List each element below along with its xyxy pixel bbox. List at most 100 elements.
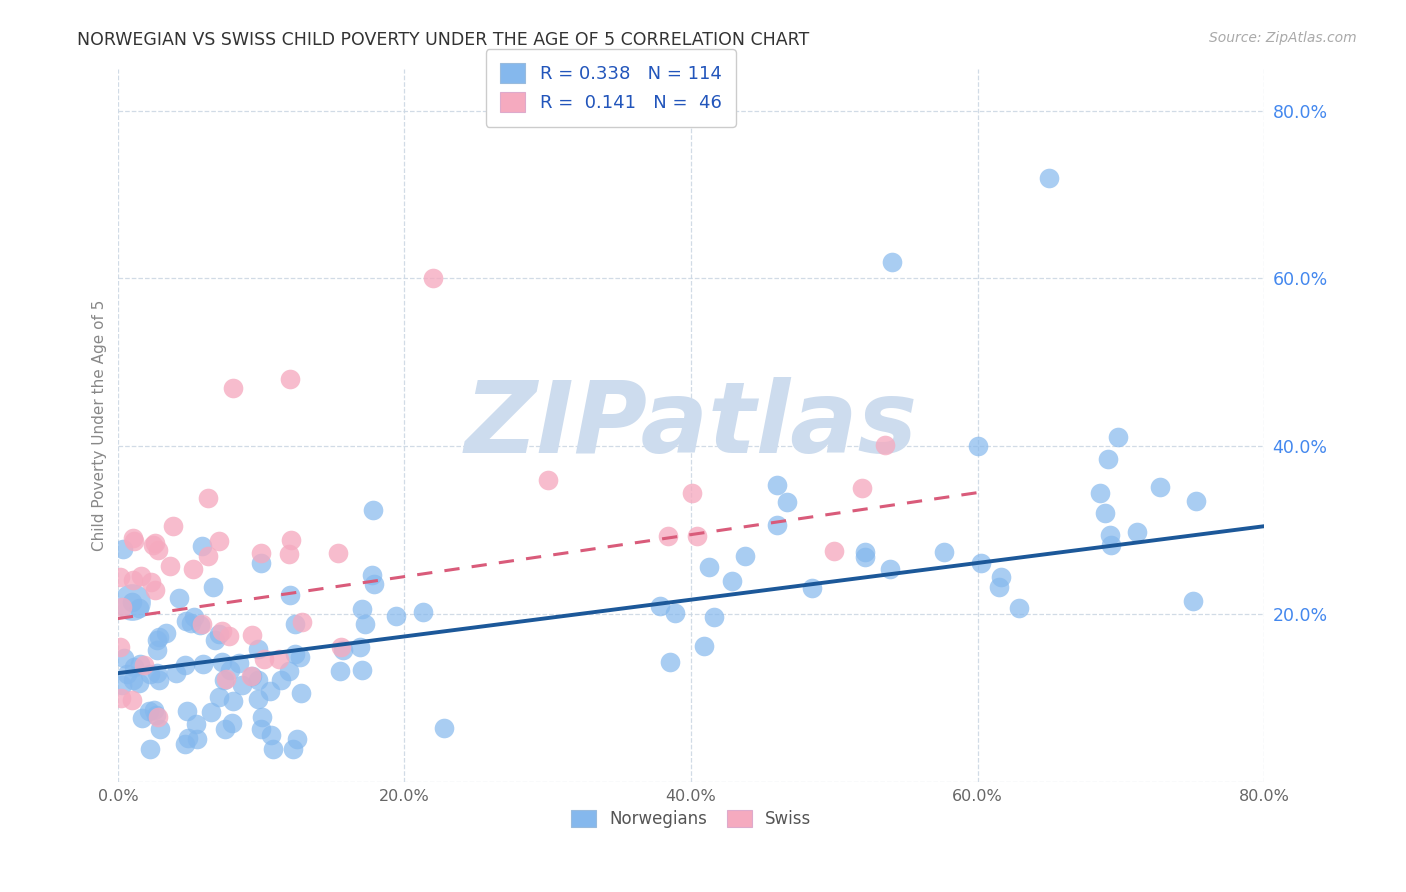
Point [115, 667, 138, 681]
Point [697, 560, 720, 574]
Point [222, 694, 245, 708]
Point [129, 568, 152, 582]
Point [139, 666, 162, 681]
Point [681, 486, 703, 500]
Point [1097, 452, 1119, 467]
Point [280, 533, 302, 547]
Point [218, 629, 240, 643]
Point [1181, 594, 1204, 608]
Point [128, 601, 150, 615]
Point [211, 655, 233, 669]
Point [128, 675, 150, 690]
Point [139, 741, 162, 756]
Point [121, 673, 143, 687]
Point [685, 529, 707, 543]
Point [1088, 486, 1111, 500]
Point [146, 543, 169, 558]
Point [239, 669, 262, 683]
Legend: Norwegians, Swiss: Norwegians, Swiss [564, 803, 818, 835]
Point [1099, 527, 1122, 541]
Point [122, 534, 145, 549]
Point [111, 599, 134, 614]
Point [284, 647, 307, 661]
Point [138, 704, 160, 718]
Point [326, 546, 349, 560]
Point [247, 692, 270, 706]
Point [174, 737, 197, 751]
Point [249, 546, 271, 560]
Point [121, 573, 143, 587]
Point [139, 574, 162, 589]
Point [149, 722, 172, 736]
Point [361, 568, 384, 582]
Point [162, 518, 184, 533]
Point [990, 570, 1012, 584]
Point [121, 693, 143, 707]
Point [112, 650, 135, 665]
Point [720, 574, 742, 588]
Point [278, 547, 301, 561]
Point [412, 605, 434, 619]
Point [285, 732, 308, 747]
Point [988, 580, 1011, 594]
Point [385, 608, 408, 623]
Point [200, 705, 222, 719]
Point [657, 529, 679, 543]
Point [110, 691, 132, 706]
Point [332, 642, 354, 657]
Text: Source: ZipAtlas.com: Source: ZipAtlas.com [1209, 31, 1357, 45]
Point [191, 616, 214, 631]
Point [851, 481, 873, 495]
Point [853, 545, 876, 559]
Point [1107, 430, 1129, 444]
Point [221, 716, 243, 731]
Point [108, 640, 131, 654]
Point [142, 703, 165, 717]
Point [228, 656, 250, 670]
Point [188, 618, 211, 632]
Point [290, 686, 312, 700]
Point [145, 583, 167, 598]
Point [969, 556, 991, 570]
Point [259, 684, 281, 698]
Point [148, 630, 170, 644]
Point [247, 673, 270, 688]
Point [159, 559, 181, 574]
Point [1094, 506, 1116, 520]
Point [174, 658, 197, 673]
Point [260, 728, 283, 742]
Point [281, 741, 304, 756]
Point [124, 660, 146, 674]
Point [278, 664, 301, 678]
Point [111, 678, 134, 692]
Point [208, 690, 231, 704]
Point [214, 723, 236, 737]
Point [352, 663, 374, 677]
Point [855, 549, 877, 564]
Point [181, 562, 204, 576]
Point [288, 650, 311, 665]
Point [967, 438, 990, 452]
Point [433, 721, 456, 735]
Point [142, 538, 165, 552]
Point [177, 731, 200, 745]
Point [664, 606, 686, 620]
Point [208, 627, 231, 641]
Point [658, 655, 681, 669]
Point [167, 591, 190, 606]
Point [1149, 479, 1171, 493]
Point [1099, 538, 1122, 552]
Point [648, 599, 671, 613]
Point [1184, 493, 1206, 508]
Point [329, 664, 352, 678]
Point [800, 581, 823, 595]
Text: ZIPatlas: ZIPatlas [464, 377, 918, 474]
Point [180, 615, 202, 630]
Point [250, 556, 273, 570]
Point [361, 503, 384, 517]
Point [766, 478, 789, 492]
Point [186, 717, 208, 731]
Point [734, 549, 756, 563]
Point [143, 536, 166, 550]
Point [1038, 170, 1060, 185]
